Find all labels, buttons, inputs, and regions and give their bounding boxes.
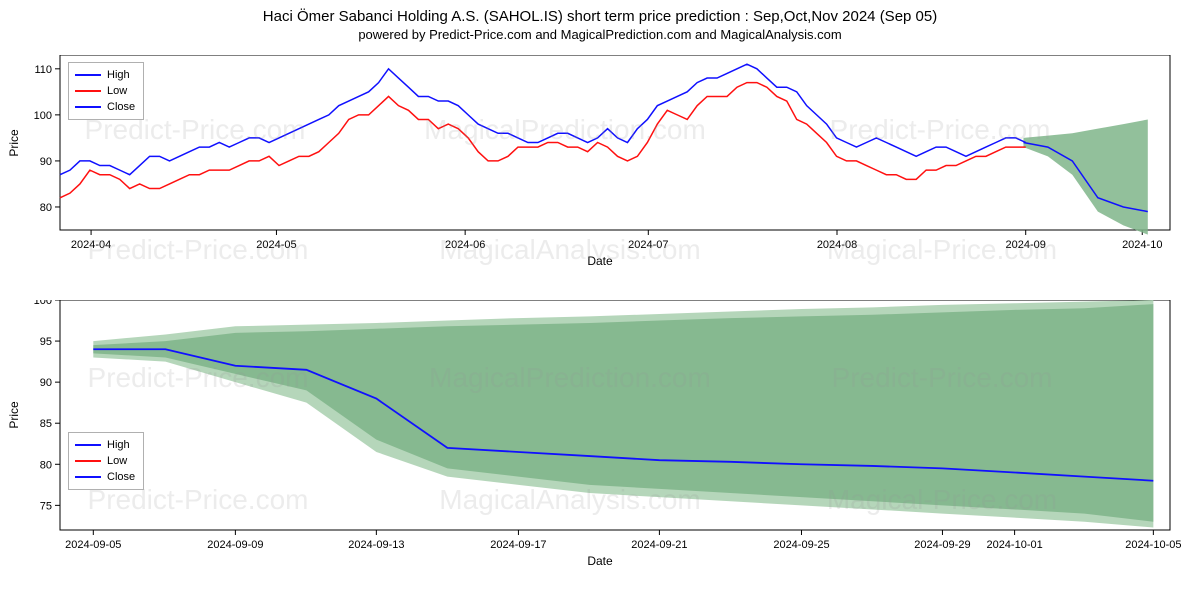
chart1-ylabel: Price [7, 129, 21, 156]
chart-title-main: Haci Ömer Sabanci Holding A.S. (SAHOL.IS… [0, 0, 1200, 25]
svg-text:2024-09-17: 2024-09-17 [490, 539, 546, 551]
svg-text:2024-09-09: 2024-09-09 [207, 539, 263, 551]
chart1-xlabel: Date [0, 252, 1200, 268]
svg-text:2024-09: 2024-09 [1006, 239, 1046, 251]
svg-text:2024-07: 2024-07 [628, 239, 668, 251]
svg-text:80: 80 [40, 202, 52, 214]
bottom-chart: Price 75808590951002024-09-052024-09-092… [0, 300, 1200, 530]
svg-text:2024-09-29: 2024-09-29 [914, 539, 970, 551]
chart2-legend: HighLowClose [68, 432, 144, 490]
svg-text:2024-08: 2024-08 [817, 239, 857, 251]
svg-text:2024-09-05: 2024-09-05 [65, 539, 121, 551]
svg-text:2024-09-21: 2024-09-21 [631, 539, 687, 551]
chart1-legend: HighLowClose [68, 62, 144, 120]
svg-text:90: 90 [40, 377, 52, 389]
chart2-xlabel: Date [0, 552, 1200, 568]
svg-text:80: 80 [40, 459, 52, 471]
svg-text:2024-04: 2024-04 [71, 239, 111, 251]
top-chart: Price 80901001102024-042024-052024-06202… [0, 55, 1200, 230]
svg-text:2024-10-05: 2024-10-05 [1125, 539, 1181, 551]
svg-text:85: 85 [40, 418, 52, 430]
svg-text:2024-06: 2024-06 [445, 239, 485, 251]
svg-text:2024-09-25: 2024-09-25 [773, 539, 829, 551]
chart2-svg: 75 80 85 90 95 100 2024-09-05 2024-09-09 2024-09… [0, 300, 1200, 560]
svg-text:90: 90 [40, 156, 52, 168]
svg-text:100: 100 [34, 110, 52, 122]
svg-text:75: 75 [40, 500, 52, 512]
svg-text:2024-05: 2024-05 [256, 239, 296, 251]
svg-text:2024-10-01: 2024-10-01 [986, 539, 1042, 551]
chart2-ylabel: Price [7, 401, 21, 428]
chart1-svg: 80 90 100 110 2024-04 2024-05 2024-06 2024-07 20… [0, 55, 1200, 260]
svg-text:2024-10: 2024-10 [1122, 239, 1162, 251]
svg-text:100: 100 [34, 300, 52, 307]
svg-text:2024-09-13: 2024-09-13 [348, 539, 404, 551]
svg-text:110: 110 [34, 64, 52, 76]
chart-title-sub: powered by Predict-Price.com and Magical… [0, 25, 1200, 46]
svg-text:95: 95 [40, 336, 52, 348]
